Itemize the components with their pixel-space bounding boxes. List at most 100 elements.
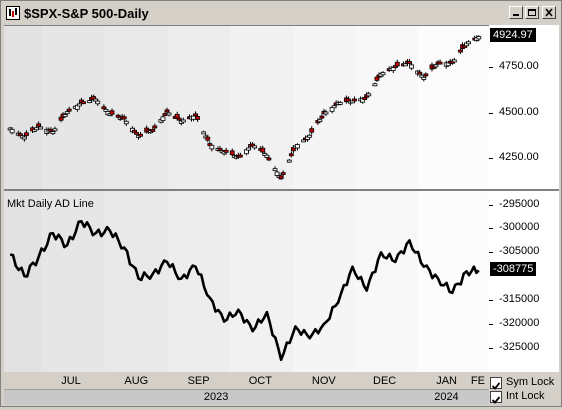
candle [331,105,337,109]
candle [407,61,412,64]
candle [417,71,423,75]
month-band [169,191,231,372]
candle [307,134,313,138]
chart-app-icon [6,6,20,20]
candle [319,115,325,119]
year-axis: 2023 2024 [4,389,489,405]
candle [38,126,44,130]
price-axis-label: 4750.00 [499,60,539,73]
candle [317,119,323,123]
sym-lock-label: Sym Lock [506,376,555,388]
ad-axis-tick [489,324,493,325]
candle [36,123,42,127]
month-band [105,26,170,190]
candle [286,159,292,163]
month-label: JUL [61,375,81,387]
title-bar[interactable]: $SPX-S&P 500-Daily [2,2,560,24]
candle [323,111,329,115]
candle [123,120,129,125]
month-band [230,191,294,372]
month-label: NOV [311,375,336,387]
ad-last-value: -308775 [490,262,537,277]
candle [272,168,278,172]
candle [195,116,200,120]
month-label: FE [470,375,485,387]
candle [252,145,258,149]
candle [209,144,215,150]
candle [237,154,243,158]
month-band [293,26,355,190]
month-label: OCT [248,375,272,387]
candle [174,113,180,119]
candle [374,76,380,81]
candle [266,157,272,161]
maximize-button[interactable] [525,6,539,19]
month-label: AUG [124,375,149,387]
month-band [417,26,489,190]
candle [9,128,15,134]
ad-line-title: Mkt Daily AD Line [7,198,94,210]
candle [403,63,408,67]
checkmark-icon [491,396,501,404]
panel-divider[interactable] [4,189,559,191]
candle [132,129,137,133]
month-band [230,26,294,190]
candle [21,136,27,140]
ad-axis-label: -315000 [499,293,540,306]
month-label: DEC [373,375,397,387]
close-button[interactable] [542,6,556,19]
candle [191,115,196,120]
candle [288,153,294,157]
candle [433,64,439,68]
candle [162,113,168,116]
ad-y-axis: -295000 -300000 -305000 -315000 -320000 -3250… [489,191,559,372]
candle [164,109,170,113]
year-label: 2023 [203,391,229,403]
ad-axis-tick [489,204,493,206]
candle [101,106,107,110]
month-axis: JUL AUG SEP OCT NOV DEC JAN FE [4,372,489,389]
candle [372,83,378,87]
price-chart [4,26,489,190]
price-axis-tick [489,157,493,159]
candle [150,129,156,132]
month-band [105,191,170,372]
ad-line-chart [4,191,489,372]
candle [87,100,92,103]
candle [280,172,286,175]
candle [34,127,40,131]
candle [193,113,198,117]
month-band [4,26,43,190]
candle [48,128,54,132]
close-icon [545,8,553,17]
ad-line-panel[interactable] [4,191,489,372]
sym-lock-checkbox[interactable] [490,377,502,390]
candle [366,93,372,97]
ad-axis-tick [489,252,493,254]
minimize-button[interactable] [509,6,523,19]
candle [394,61,400,67]
month-band [417,191,489,372]
month-band [42,191,106,372]
candle [295,144,300,149]
candle [223,149,229,153]
price-chart-panel[interactable] [4,25,489,190]
price-axis-tick [489,67,493,69]
candle [62,114,68,117]
candle [246,147,251,151]
candle [380,72,386,76]
candle [160,116,166,121]
price-axis-tick [489,112,493,114]
candle [260,147,266,153]
price-axis-label: 4500.00 [499,105,539,118]
ad-axis-label: -305000 [499,245,540,258]
month-band [293,191,355,372]
candle [64,111,70,115]
ad-axis-label: -320000 [499,317,540,329]
candle [121,116,127,120]
int-lock-checkbox[interactable] [490,391,502,404]
month-band [169,26,231,190]
candle [166,112,172,116]
candle [337,102,343,105]
candle [466,41,472,45]
